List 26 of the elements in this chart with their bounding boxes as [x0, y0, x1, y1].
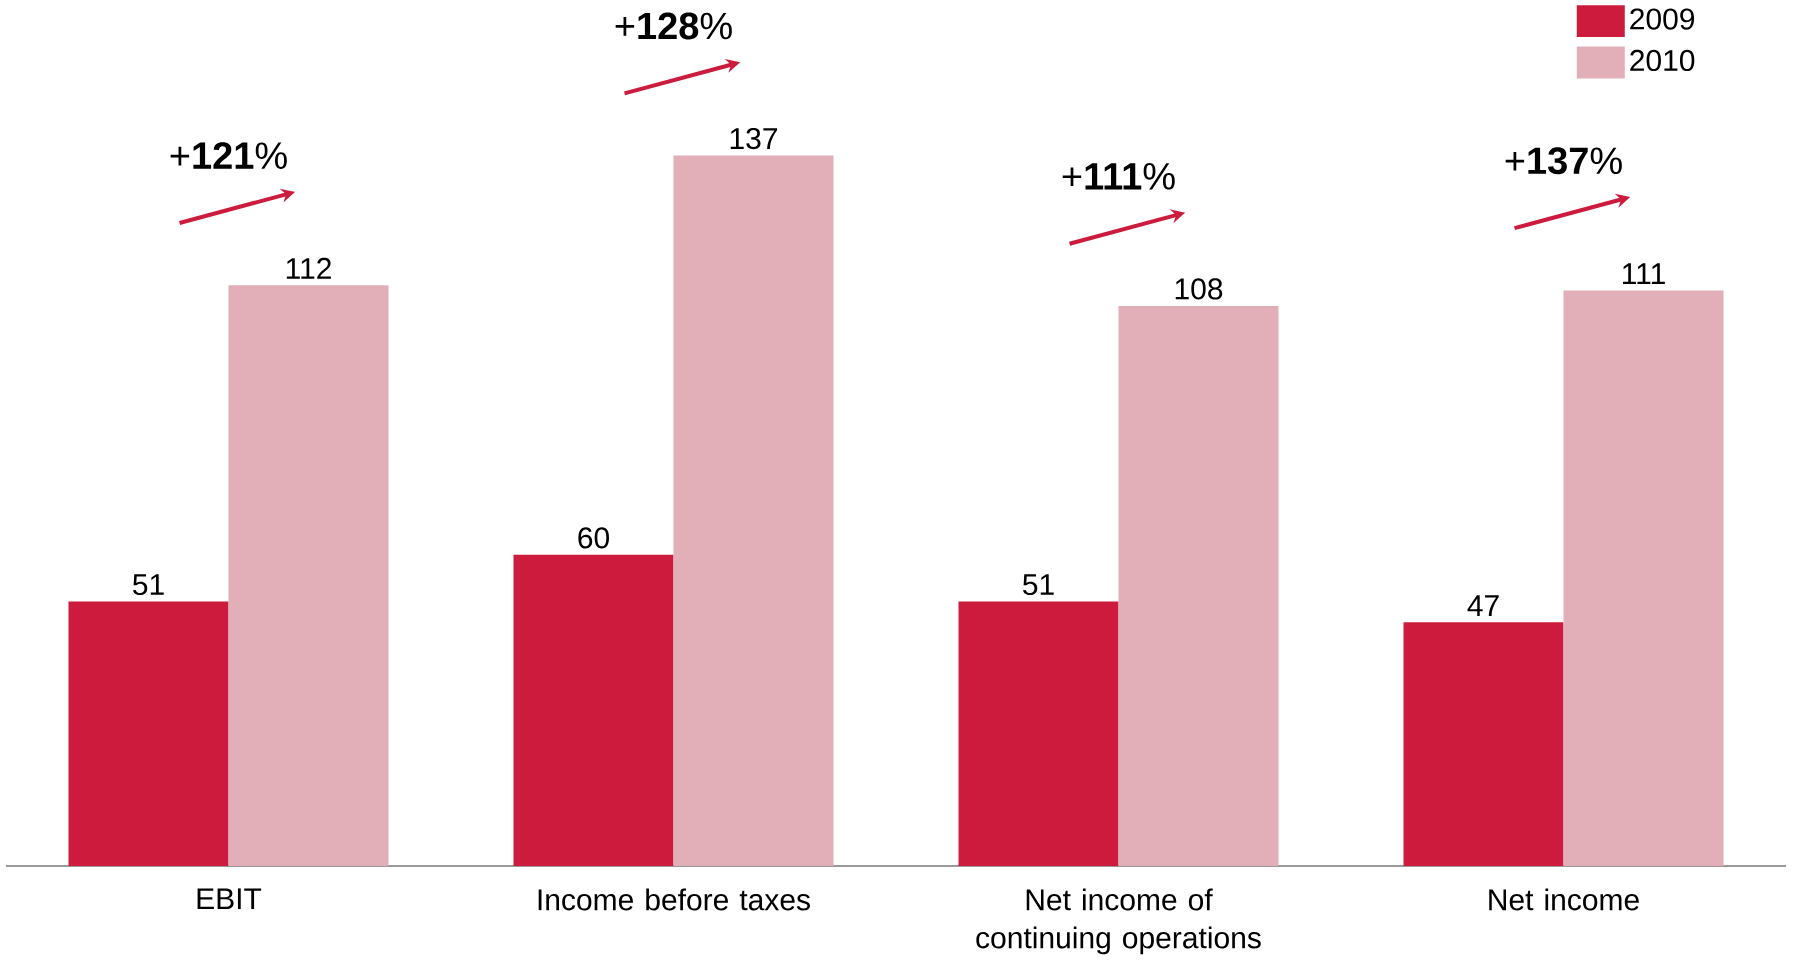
bar	[958, 601, 1119, 866]
data-label: 108	[1175, 278, 1223, 300]
legend-label: 2010	[1630, 49, 1695, 72]
data-label: 112	[286, 257, 331, 279]
x-tick-label: Income before taxes	[538, 888, 810, 911]
data-label: 111	[1623, 263, 1665, 284]
data-label: 47	[1467, 595, 1499, 616]
x-tick-label: Net income of continuing operations	[976, 888, 1261, 955]
bar	[68, 601, 229, 866]
data-label: 137	[730, 127, 778, 150]
annotation: +128%	[615, 12, 732, 40]
bar	[1118, 305, 1279, 866]
annotation: +137%	[1505, 147, 1622, 175]
data-label: 51	[133, 574, 164, 596]
annotation: +111%	[1062, 163, 1175, 190]
x-tick-label: EBIT	[197, 888, 262, 910]
bar	[228, 285, 389, 866]
legend-label: 2009	[1630, 8, 1695, 30]
data-label: 51	[1023, 574, 1054, 596]
data-label: 60	[578, 527, 609, 549]
x-tick-label: Net income	[1489, 888, 1639, 911]
bar	[673, 155, 834, 866]
bar	[1403, 622, 1564, 866]
annotation: +121%	[170, 142, 287, 169]
bar	[513, 554, 674, 866]
bar	[1563, 290, 1724, 866]
